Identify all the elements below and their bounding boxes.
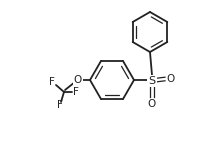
Text: O: O [74,75,82,85]
Text: F: F [49,77,55,87]
Text: F: F [73,87,79,97]
Text: O: O [166,74,174,84]
Text: F: F [57,100,63,110]
Text: S: S [148,76,155,86]
Text: O: O [148,99,156,109]
